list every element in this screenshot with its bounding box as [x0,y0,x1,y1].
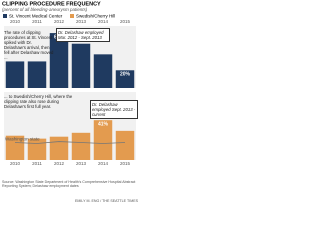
bar [49,33,69,88]
x-tick-label: 2010 [10,19,21,24]
x-tick-label: 2011 [32,161,42,166]
value-label: 41% [98,121,109,127]
value-label: 20% [120,72,131,78]
chart: CLIPPING PROCEDURE FREQUENCY (percent of… [0,0,140,207]
annotation: ... to Swedish/Cherry Hill, where the cl… [4,94,73,109]
bar [71,43,91,88]
x-tick-label: 2015 [120,161,131,166]
bar [5,135,25,160]
bar [49,136,69,160]
x-tick-label: 2015 [120,19,131,24]
note: Dr. Delashaw employed Mar. 2012 - Sept. … [56,28,110,42]
annotation: The rate of clipping procedures at St. V… [4,30,54,60]
chart-subtitle: (percent of all bleeding-aneurysm patien… [2,7,88,12]
note: Dr. Delashaw employed Sept. 2013 - curre… [90,100,138,119]
chart-canvas: CLIPPING PROCEDURE FREQUENCY (percent of… [2,1,136,166]
bar [115,130,135,160]
x-tick-label: 2012 [54,161,65,166]
legend-label: St. Vincent Medical Center [9,13,63,18]
bar [27,138,47,160]
credit: EMILY M. ENG / THE SEATTLE TIMES [75,199,138,203]
x-tick-label: 2011 [32,19,42,24]
x-tick-label: 2014 [98,161,109,166]
legend-swatch [70,14,74,18]
source: Source: Washington State Department of H… [2,180,136,189]
bar [27,61,47,88]
legend-label: Swedish/Cherry Hill [76,13,115,18]
bar [5,61,25,88]
chart-title: CLIPPING PROCEDURE FREQUENCY [2,1,101,7]
bar [71,132,91,160]
line-label: Washington state [5,137,40,142]
x-tick-label: 2013 [76,161,87,166]
bar [93,54,113,88]
x-tick-label: 2012 [54,19,65,24]
legend-swatch [3,14,7,18]
bar [93,120,113,160]
line [14,141,126,144]
x-tick-label: 2014 [98,19,109,24]
x-tick-label: 2013 [76,19,87,24]
x-tick-label: 2010 [10,161,21,166]
bar [115,70,135,88]
